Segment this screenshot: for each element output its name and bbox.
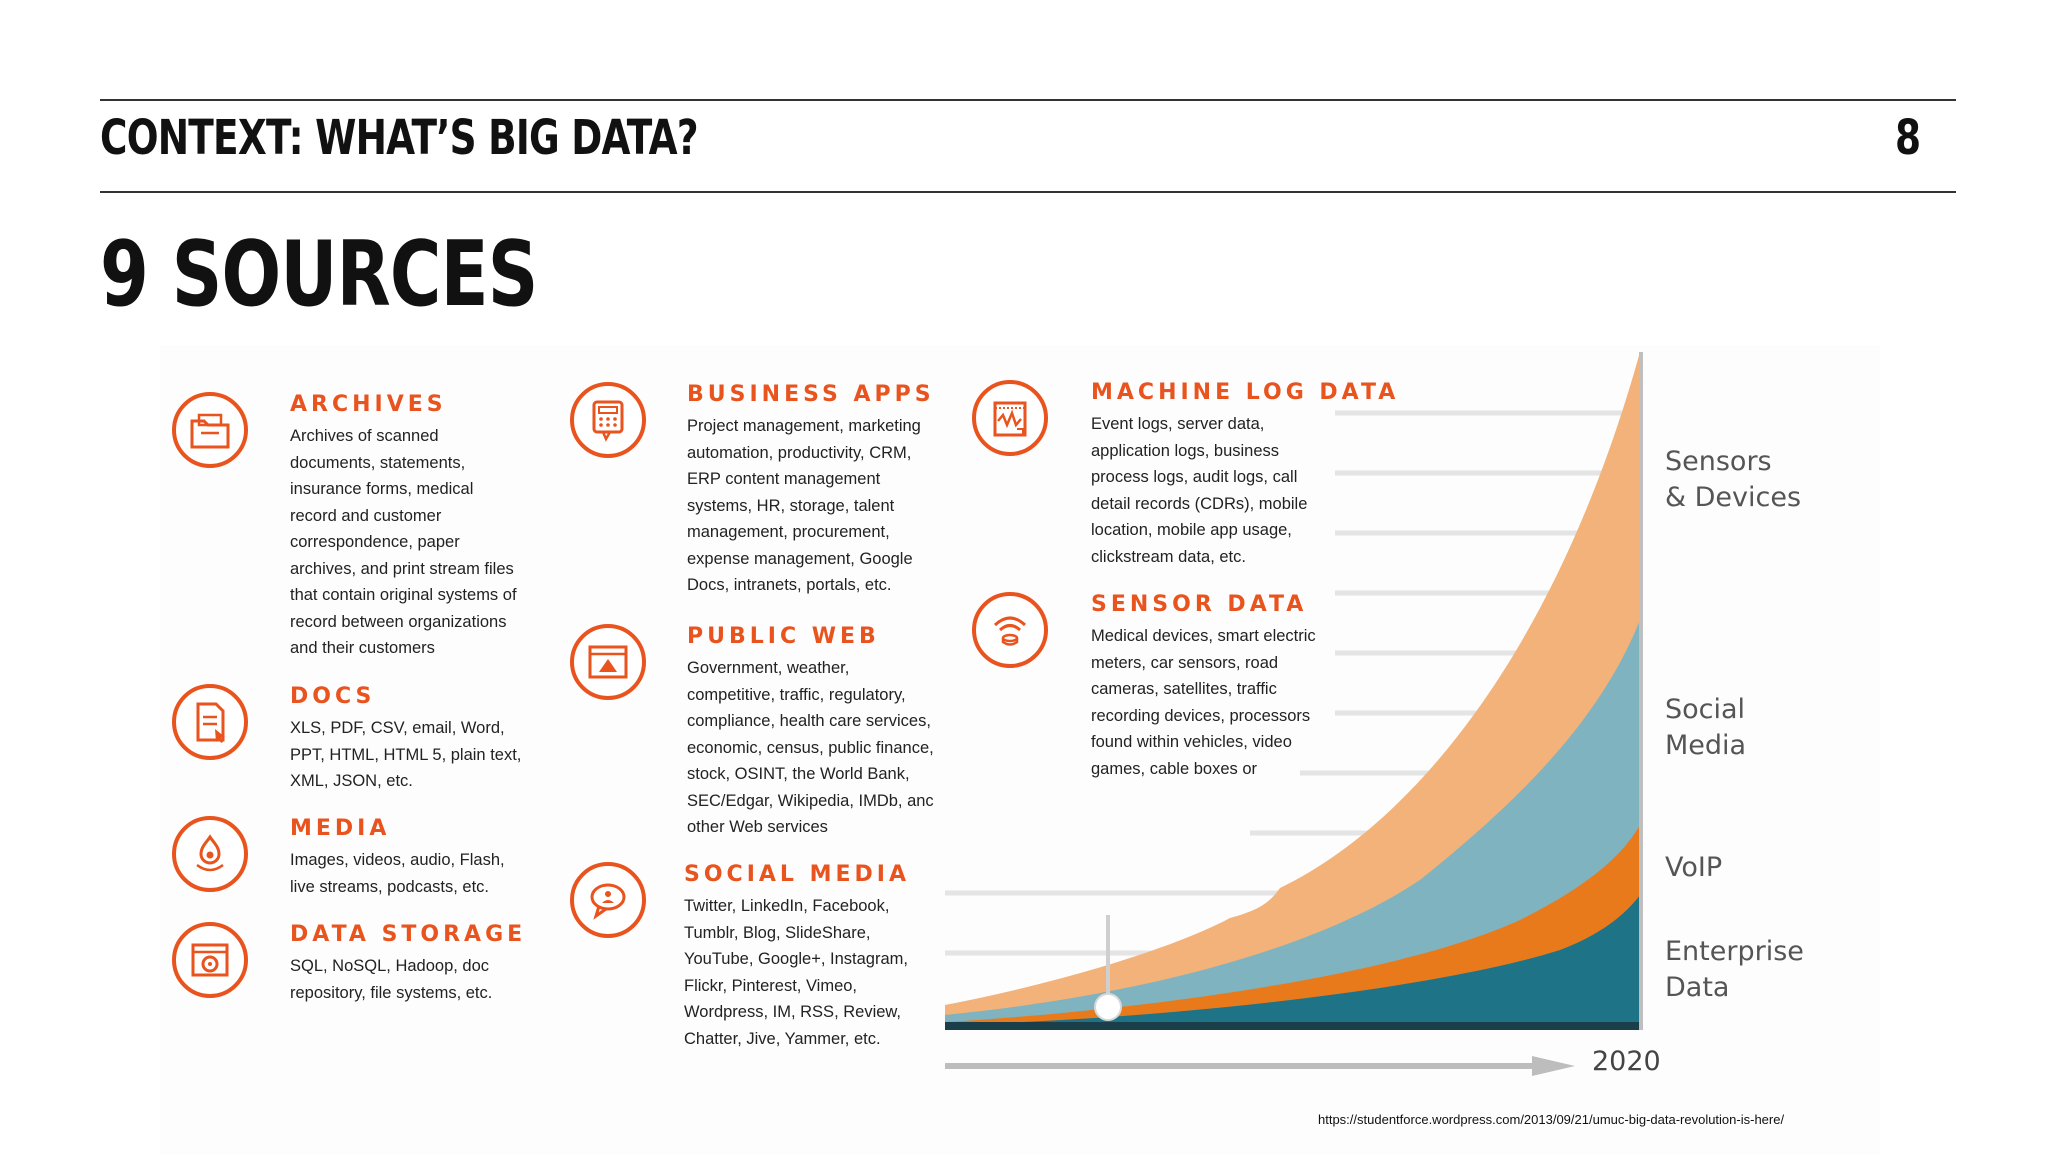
sensor-icon <box>972 592 1048 668</box>
source-title: ARCHIVES <box>290 392 447 417</box>
source-description: Archives of scanned documents, statements… <box>290 427 517 657</box>
header-top-rule <box>100 99 1956 101</box>
source-description: Medical devices, smart electric meters, c… <box>1091 627 1316 778</box>
legend-label-enterprise-data: Enterprise Data <box>1665 936 1804 1003</box>
folder-icon <box>172 392 248 468</box>
chart-marker-dot <box>1094 993 1122 1021</box>
source-title: MACHINE LOG DATA <box>1091 380 1400 405</box>
header-bottom-rule <box>100 191 1956 193</box>
series-area-social-media <box>945 620 1640 1025</box>
source-description: Event logs, server data, application logs… <box>1091 415 1308 566</box>
source-description: SQL, NoSQL, Hadoop, doc repository, file … <box>290 957 493 1002</box>
slide-title: 9 SOURCES <box>100 222 538 327</box>
calculator-icon <box>570 382 646 458</box>
source-description: Images, videos, audio, Flash, live stream… <box>290 851 505 896</box>
timeline-arrow-head-icon <box>1532 1056 1575 1076</box>
source-title: DATA STORAGE <box>290 922 527 947</box>
header-title: CONTEXT: WHAT’S BIG DATA? <box>100 110 699 166</box>
page-number: 8 <box>1895 110 1922 166</box>
source-title: SENSOR DATA <box>1091 592 1308 617</box>
chart-baseline <box>945 1022 1642 1030</box>
media-icon <box>172 816 248 892</box>
log-chart-icon <box>972 380 1048 456</box>
source-title: DOCS <box>290 684 376 709</box>
legend-label-sensors-devices: Sensors & Devices <box>1665 446 1802 513</box>
data-growth-area-chart <box>945 352 1643 1076</box>
source-description: Twitter, LinkedIn, Facebook, Tumblr, Blog… <box>684 897 908 1048</box>
source-description: Government, weather, competitive, traffic… <box>687 659 934 836</box>
series-area-enterprise-data <box>945 895 1640 1030</box>
source-title: PUBLIC WEB <box>687 624 880 649</box>
source-title: MEDIA <box>290 816 391 841</box>
source-title: BUSINESS APPS <box>687 382 935 407</box>
document-icon <box>172 684 248 760</box>
source-description: Project management, marketing automation,… <box>687 417 921 594</box>
timeline-year-label: 2020 <box>1592 1046 1661 1077</box>
source-title: SOCIAL MEDIA <box>684 862 910 887</box>
source-description: XLS, PDF, CSV, email, Word, PPT, HTML, HT… <box>290 719 522 790</box>
browser-icon <box>570 624 646 700</box>
source-citation: https://studentforce.wordpress.com/2013/… <box>1318 1112 1785 1127</box>
legend-label-social-media: Social Media <box>1665 694 1747 761</box>
legend-label-voip: VoIP <box>1665 852 1723 883</box>
chat-bubble-icon <box>570 862 646 938</box>
storage-icon <box>172 922 248 998</box>
